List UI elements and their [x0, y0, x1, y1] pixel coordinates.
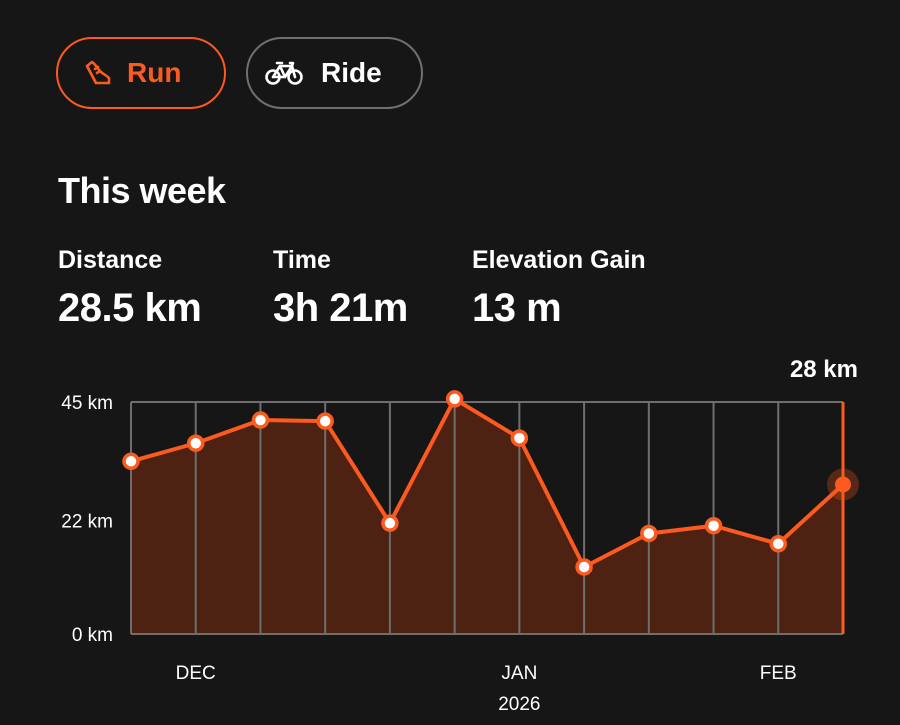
- data-point: [381, 514, 399, 532]
- y-tick-label: 0 km: [72, 625, 113, 646]
- stat-elevation: Elevation Gain 13 m: [472, 246, 646, 331]
- data-point: [769, 535, 788, 553]
- data-point: [186, 434, 205, 452]
- tab-ride[interactable]: Ride: [246, 37, 423, 109]
- stat-distance-label: Distance: [58, 246, 163, 274]
- bicycle-icon: [265, 60, 303, 86]
- series-line: [130, 396, 845, 569]
- stat-distance: Distance 28.5 km: [58, 246, 202, 331]
- area-fill: [131, 398, 843, 634]
- data-point: [640, 524, 658, 543]
- running-shoe-icon: [83, 58, 113, 88]
- stat-time-label: Time: [273, 246, 331, 274]
- data-point: [251, 411, 270, 429]
- y-tick-label: 45 km: [61, 393, 113, 414]
- stat-elevation-label: Elevation Gain: [472, 246, 646, 274]
- x-tick-label: JAN: [501, 663, 537, 684]
- data-point: [445, 390, 464, 408]
- data-point: [510, 429, 529, 447]
- data-point: [704, 516, 723, 535]
- stat-elevation-value: 13 m: [472, 286, 562, 330]
- highlight-point: [835, 476, 851, 493]
- x-year-label: 2026: [498, 694, 540, 715]
- highlight-value-label: 28 km: [790, 356, 858, 383]
- tab-run-label: Run: [127, 57, 182, 88]
- data-point: [316, 412, 334, 430]
- stat-distance-value: 28.5 km: [58, 286, 202, 330]
- y-tick-label: 22 km: [61, 512, 113, 533]
- data-point: [122, 452, 140, 471]
- stat-time: Time 3h 21m: [273, 246, 408, 331]
- week-title: This week: [58, 170, 226, 211]
- tab-ride-label: Ride: [321, 57, 382, 88]
- tab-run[interactable]: Run: [56, 37, 226, 109]
- stat-time-value: 3h 21m: [273, 286, 408, 330]
- data-point: [575, 558, 593, 576]
- x-tick-label: DEC: [176, 663, 216, 684]
- x-tick-label: FEB: [760, 663, 797, 684]
- weekly-distance-chart: 28 km 45 km 22 km 0 km DEC JAN FEB 2026: [61, 356, 859, 715]
